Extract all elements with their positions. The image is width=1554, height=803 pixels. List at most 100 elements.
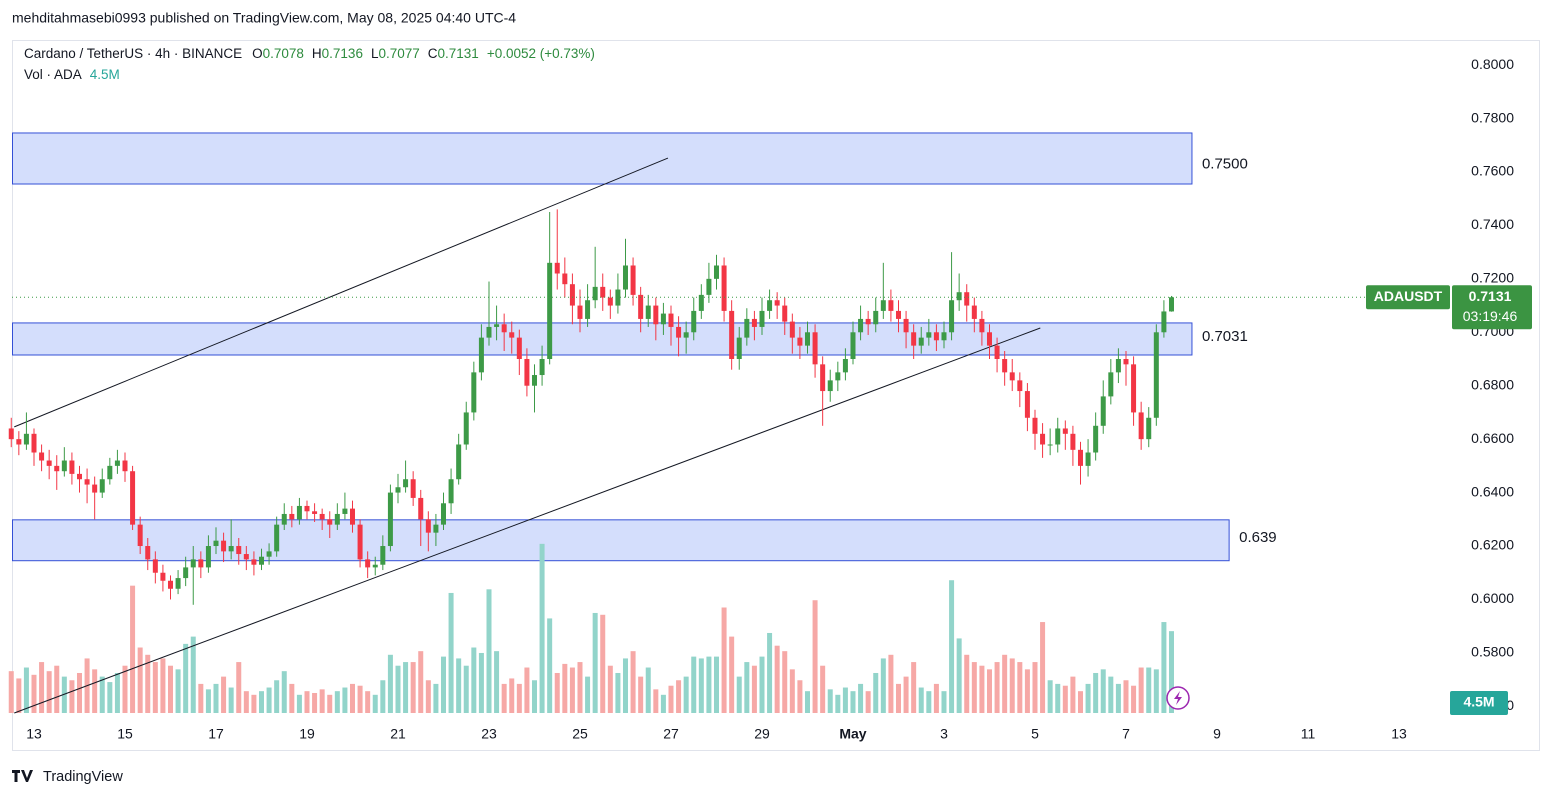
candle-body	[1047, 444, 1053, 446]
volume-bar	[1024, 669, 1030, 713]
volume-badge	[1450, 691, 1508, 715]
candle-body	[145, 546, 151, 560]
volume-bar	[850, 691, 856, 713]
plot: 0.80000.78000.76000.74000.72000.70000.68…	[8, 56, 1532, 742]
x-tick-label: 15	[117, 726, 133, 742]
c-value: 0.7131	[438, 46, 479, 61]
candle-body	[918, 337, 924, 346]
candle-body	[804, 332, 810, 346]
candle-body	[569, 284, 575, 306]
candle-body	[736, 337, 742, 360]
volume-bar	[744, 662, 750, 713]
candle-body	[349, 508, 355, 525]
volume-bar	[183, 643, 189, 713]
candle-body	[8, 428, 14, 440]
volume-bar	[820, 665, 826, 713]
volume-bar	[691, 656, 697, 713]
candle-body	[1168, 297, 1174, 312]
volume-bar	[478, 652, 484, 713]
volume-bar	[92, 669, 98, 713]
volume-bar	[114, 672, 120, 713]
volume-bar	[160, 658, 166, 713]
volume-bar	[759, 656, 765, 713]
candle-body	[933, 332, 939, 341]
x-tick-label: 13	[1391, 726, 1407, 742]
candle-body	[107, 465, 113, 480]
y-tick-label: 0.7600	[1471, 163, 1514, 179]
candle-body	[190, 559, 196, 568]
candle-body	[304, 505, 310, 512]
candle-body	[183, 567, 189, 579]
volume-bar	[789, 669, 795, 713]
candle-body	[494, 324, 500, 327]
candle-body	[562, 273, 568, 285]
candle-body	[99, 479, 105, 493]
candle-body	[683, 332, 689, 338]
volume-bar	[236, 662, 242, 713]
volume-bar	[524, 667, 530, 713]
candle-body	[585, 300, 591, 319]
volume-bar	[342, 687, 348, 713]
candle-body	[456, 444, 462, 480]
volume-bar	[600, 614, 606, 713]
candle-body	[357, 524, 363, 560]
volume-bar	[767, 632, 773, 713]
volume-bar	[949, 580, 955, 713]
candle-body	[1100, 396, 1106, 426]
trendline	[14, 327, 1041, 714]
volume-bar	[547, 618, 553, 713]
volume-bar	[941, 691, 947, 713]
candle-body	[319, 513, 325, 520]
volume-bar	[251, 694, 257, 713]
volume-bar	[592, 612, 598, 713]
candle-body	[911, 332, 917, 346]
candle-body	[607, 297, 613, 306]
candle-body	[622, 265, 628, 290]
volume-bar	[228, 687, 234, 713]
candle-body	[84, 479, 90, 485]
volume-bar	[607, 665, 613, 713]
alert-icon-bolt	[1174, 691, 1182, 705]
candle-body	[418, 497, 424, 520]
volume-bar	[357, 685, 363, 713]
x-tick-label: 27	[663, 726, 679, 742]
volume-bar	[895, 683, 901, 713]
volume-bar	[198, 683, 204, 713]
candle-body	[1131, 364, 1137, 413]
volume-bar	[1055, 683, 1061, 713]
volume-bar	[926, 691, 932, 713]
volume-bar	[425, 680, 431, 713]
candle-body	[979, 318, 985, 333]
candle-body	[516, 337, 522, 360]
y-tick-label: 0.6400	[1471, 483, 1514, 499]
candle-body	[1002, 359, 1008, 373]
volume-bar	[494, 651, 500, 713]
volume-bar	[569, 667, 575, 713]
x-tick-label: 7	[1122, 726, 1130, 742]
volume-bar	[130, 585, 136, 713]
volume-bar	[577, 662, 583, 713]
volume-bar	[668, 685, 674, 713]
candle-body	[160, 572, 166, 581]
volume-bar	[880, 658, 886, 713]
volume-bar	[986, 669, 992, 713]
l-letter: L	[371, 46, 379, 61]
candle-body	[873, 310, 879, 325]
volume-bar	[653, 689, 659, 713]
volume-bar	[312, 692, 318, 713]
volume-bar	[319, 689, 325, 713]
brand-logo	[12, 770, 33, 782]
candle-body	[387, 492, 393, 547]
candle-body	[630, 265, 636, 295]
volume-bar	[1002, 654, 1008, 713]
candle-body	[1055, 428, 1061, 445]
price-label: 0.7131	[1469, 288, 1512, 304]
x-tick-label: 11	[1301, 726, 1316, 742]
candle-body	[478, 337, 484, 373]
candle-body	[676, 326, 682, 338]
candle-body	[137, 524, 143, 547]
candle-body	[1138, 412, 1144, 440]
volume-bar	[933, 683, 939, 713]
candle-body	[433, 524, 439, 533]
